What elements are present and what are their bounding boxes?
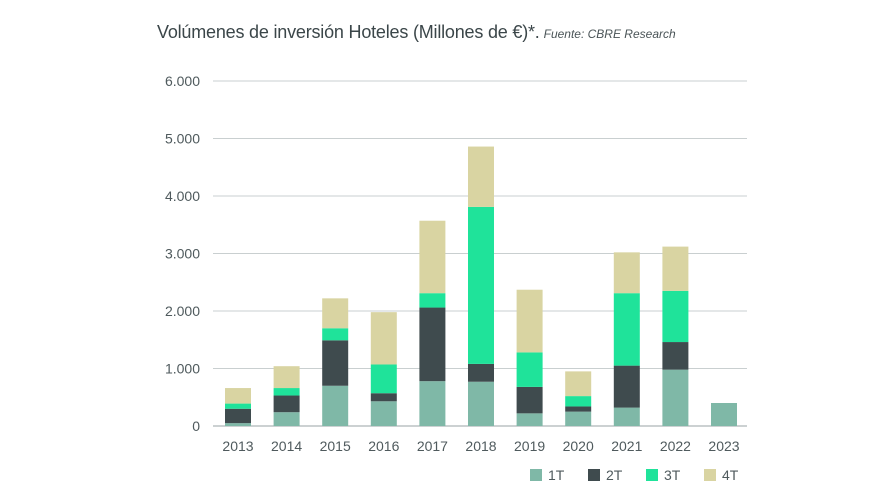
legend: 1T 2T 3T 4T	[530, 467, 739, 483]
bar-segment-4t-2022	[662, 246, 689, 291]
bar-segment-2t-2014	[273, 395, 300, 413]
bar-segment-3t-2015	[322, 328, 349, 341]
x-tick-label: 2020	[563, 438, 594, 454]
chart-subtitle: Fuente: CBRE Research	[543, 27, 676, 41]
legend-swatch-3t	[646, 469, 658, 481]
bar-segment-4t-2017	[419, 220, 446, 294]
x-tick-label: 2017	[417, 438, 448, 454]
legend-label-4t: 4T	[722, 467, 739, 483]
legend-label-1t: 1T	[548, 467, 565, 483]
bar-segment-3t-2021	[613, 293, 640, 366]
bar-segment-1t-2013	[225, 423, 251, 426]
x-tick-label: 2016	[368, 438, 399, 454]
bar-segment-4t-2020	[565, 371, 592, 397]
bar-segment-3t-2020	[565, 396, 592, 407]
y-tick-label: 3.000	[165, 246, 200, 262]
chart-title-row: Volúmenes de inversión Hoteles (Millones…	[157, 22, 676, 43]
legend-swatch-1t	[530, 469, 542, 481]
bar-segment-1t-2023	[711, 403, 737, 426]
x-tick-label: 2018	[465, 438, 496, 454]
bar-segment-2t-2022	[662, 342, 689, 370]
chart-title: Volúmenes de inversión Hoteles (Millones…	[157, 22, 540, 42]
bar-segment-4t-2018	[468, 146, 494, 207]
bar-segment-1t-2021	[613, 407, 640, 426]
bar-segment-1t-2022	[662, 369, 689, 426]
x-tick-label: 2022	[660, 438, 691, 454]
bar-segment-2t-2020	[565, 406, 592, 412]
legend-label-3t: 3T	[664, 467, 681, 483]
x-tick-label: 2023	[708, 438, 739, 454]
x-tick-label: 2014	[271, 438, 302, 454]
bar-segment-3t-2013	[225, 403, 251, 409]
bar-segment-3t-2019	[516, 352, 543, 387]
y-tick-label: 5.000	[165, 131, 200, 147]
bar-segment-4t-2014	[273, 366, 300, 389]
bar-segment-3t-2018	[468, 206, 494, 364]
y-tick-label: 4.000	[165, 188, 200, 204]
bar-segment-2t-2013	[225, 408, 251, 424]
x-tick-label: 2021	[611, 438, 642, 454]
bar-segment-3t-2016	[370, 364, 397, 394]
y-axis-ticks: 0 1.000 2.000 3.000 4.000 5.000 6.000	[165, 73, 200, 434]
bar-segment-4t-2016	[370, 312, 397, 365]
bar-segment-1t-2018	[468, 381, 494, 426]
bar-segment-3t-2017	[419, 293, 446, 308]
y-tick-label: 0	[192, 418, 200, 434]
bar-segment-1t-2015	[322, 385, 349, 426]
x-axis-ticks: 2013 2014 2015 2016 2017 2018 2019 2020 2021 2022…	[222, 438, 739, 454]
bar-segment-1t-2020	[565, 411, 592, 426]
bar-segment-2t-2015	[322, 340, 349, 386]
y-tick-label: 6.000	[165, 73, 200, 89]
bar-segment-3t-2022	[662, 290, 689, 343]
bar-segment-2t-2019	[516, 386, 543, 414]
bar-segment-4t-2013	[225, 388, 251, 404]
bar-segment-2t-2021	[613, 365, 640, 408]
x-tick-label: 2015	[320, 438, 351, 454]
legend-label-2t: 2T	[606, 467, 623, 483]
x-tick-label: 2013	[222, 438, 253, 454]
y-tick-label: 1.000	[165, 361, 200, 377]
bar-segment-3t-2014	[273, 388, 300, 396]
bar-segment-1t-2017	[419, 381, 446, 426]
bar-segment-2t-2018	[468, 363, 494, 382]
bar-segment-2t-2016	[370, 393, 397, 402]
bar-segment-4t-2021	[613, 252, 640, 294]
bar-segment-4t-2015	[322, 298, 349, 329]
legend-swatch-2t	[588, 469, 600, 481]
grid-lines	[213, 80, 747, 427]
x-tick-label: 2019	[514, 438, 545, 454]
bar-segment-1t-2016	[370, 401, 397, 426]
legend-swatch-4t	[704, 469, 716, 481]
bars	[225, 146, 737, 426]
bar-segment-1t-2019	[516, 413, 543, 426]
bar-segment-2t-2017	[419, 307, 446, 382]
bar-segment-1t-2014	[273, 412, 300, 426]
y-tick-label: 2.000	[165, 303, 200, 319]
bar-segment-4t-2019	[516, 289, 543, 353]
